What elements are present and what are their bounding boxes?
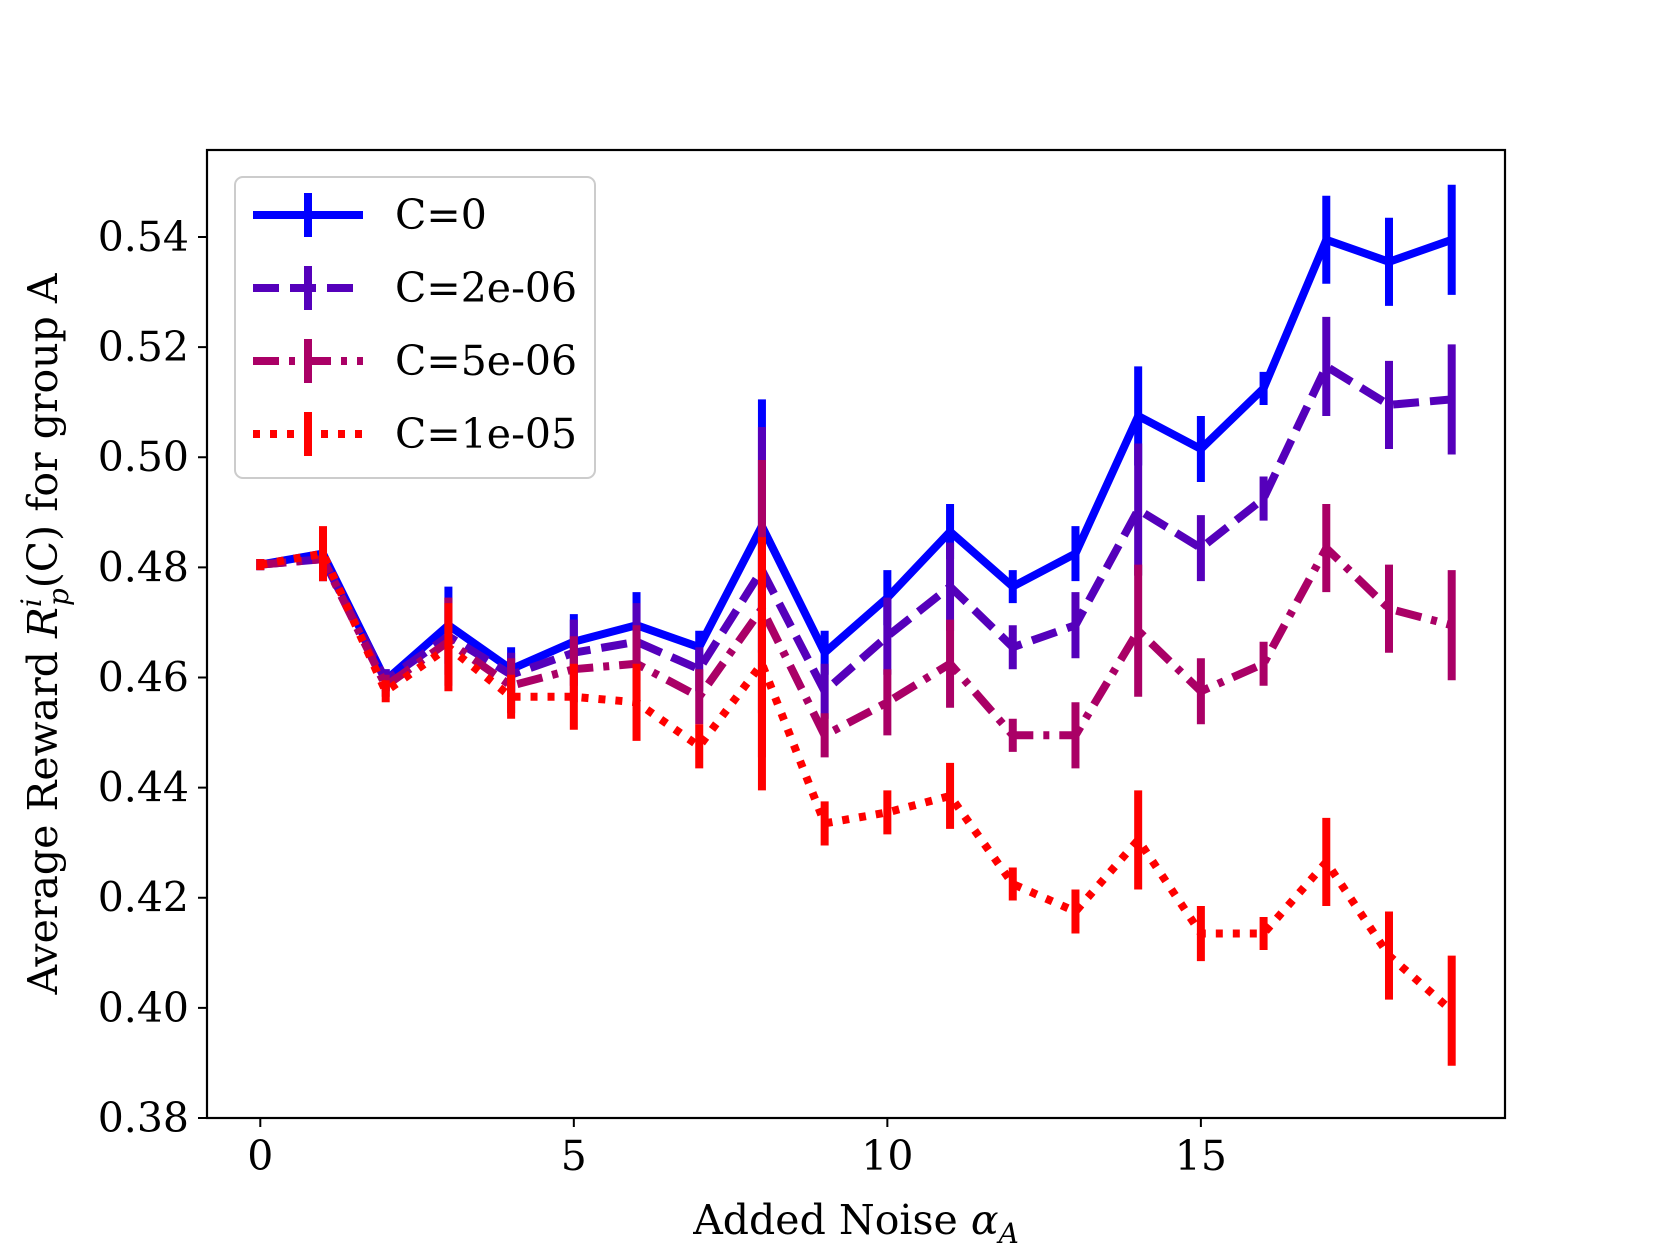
ticks-layer: 0 5 10 15 0.38 0.40 0.42 0.44 0.46 0.48 0.50 0.52 0.… [98,213,1227,1180]
legend-label: C=0 [395,191,487,239]
y-tick-label: 0.54 [98,213,189,261]
x-axis-title-symbol: α [971,1196,999,1244]
y-axis-title-subscript: p [42,588,75,606]
y-tick-label: 0.40 [98,984,189,1032]
x-tick-label: 10 [861,1132,913,1180]
plot-frame [205,148,1507,1120]
y-tick-label: 0.48 [98,543,189,591]
y-tick-label: 0.42 [98,874,189,922]
series-4 [256,526,1456,1066]
y-axis-title-argument: (C) [19,525,67,588]
series-line [259,235,1454,685]
y-tick-label: 0.46 [98,653,189,701]
y-axis-title-symbol: R [19,607,67,639]
legend-label: C=2e-06 [395,264,577,312]
series-line [259,362,1453,696]
series-layer [256,184,1456,1066]
y-tick-label: 0.50 [98,433,189,481]
y-axis-title-prefix: Average Reward [19,651,67,995]
legend-entry: C=1e-05 [253,410,577,458]
y-tick-label: 0.52 [98,323,189,371]
legend-entry: C=0 [253,191,487,239]
series-line [259,549,1455,1014]
x-tick-label: 5 [561,1132,587,1180]
y-axis-title-suffix: for group A [19,272,67,512]
x-tick-label: 0 [247,1132,273,1180]
x-tick-label: 15 [1175,1132,1227,1180]
legend-entry: C=5e-06 [253,337,577,385]
x-axis-title-text: Added Noise [692,1196,958,1244]
series-line [259,544,1453,740]
x-axis-title-subscript: A [996,1217,1019,1245]
legend-box [234,176,596,479]
y-axis-title-superscript: i [15,598,48,607]
x-axis-title: Added Noise αA [692,1196,1019,1245]
y-tick-label: 0.44 [98,764,189,812]
y-axis-title: Average Reward Rip(C) for group A [15,272,75,995]
legend: C=0 C=2e-06 C=5e-06 C=1e-05 [234,176,596,479]
legend-label: C=1e-05 [395,410,577,458]
legend-entry: C=2e-06 [253,264,577,312]
legend-label: C=5e-06 [395,337,577,385]
y-tick-label: 0.38 [98,1094,189,1142]
